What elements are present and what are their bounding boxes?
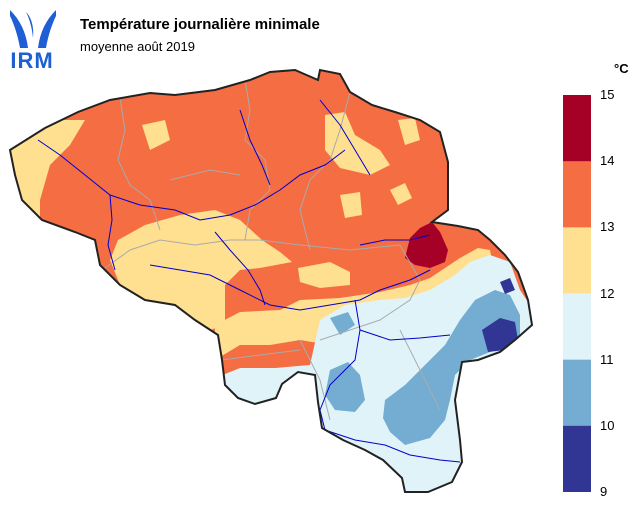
legend-tick-label: 14: [600, 153, 615, 169]
map-title: Température journalière minimale: [80, 16, 320, 33]
logo-text: IRM: [10, 48, 54, 73]
legend-tick-label: 12: [600, 285, 615, 301]
legend-swatch: [563, 359, 591, 427]
legend-swatch: [563, 95, 591, 162]
rivers: [37, 99, 461, 463]
zone-14-15: [405, 222, 448, 268]
zone-10-11-west: [325, 362, 365, 412]
zone-12-13-west-spot: [142, 120, 170, 150]
zone-10-11-spot: [330, 312, 355, 335]
irm-logo-icon: [10, 10, 56, 48]
legend-tick-label: 9: [600, 484, 608, 499]
legend-tick-label: 13: [600, 219, 615, 235]
zone-9-10-small: [500, 278, 515, 294]
legend-swatch: [563, 425, 591, 492]
legend-tick-label: 11: [600, 351, 614, 367]
legend-tick-label: 10: [600, 417, 615, 433]
legend-unit: °C: [614, 61, 629, 76]
map-subtitle: moyenne août 2019: [80, 39, 195, 54]
legend-swatch: [563, 161, 591, 228]
zone-12-13-center-east: [298, 262, 350, 288]
legend-colorbar: [563, 95, 591, 492]
zone-12-13-spot2: [340, 192, 362, 218]
zone-9-10-main: [482, 318, 518, 352]
zone-12-13-northeast: [398, 118, 420, 145]
legend-tick-label: 15: [600, 87, 615, 102]
province-lines: [104, 79, 441, 421]
legend-swatch: [563, 293, 591, 361]
legend-swatch: [563, 227, 591, 294]
zone-12-13-spot: [390, 183, 412, 205]
